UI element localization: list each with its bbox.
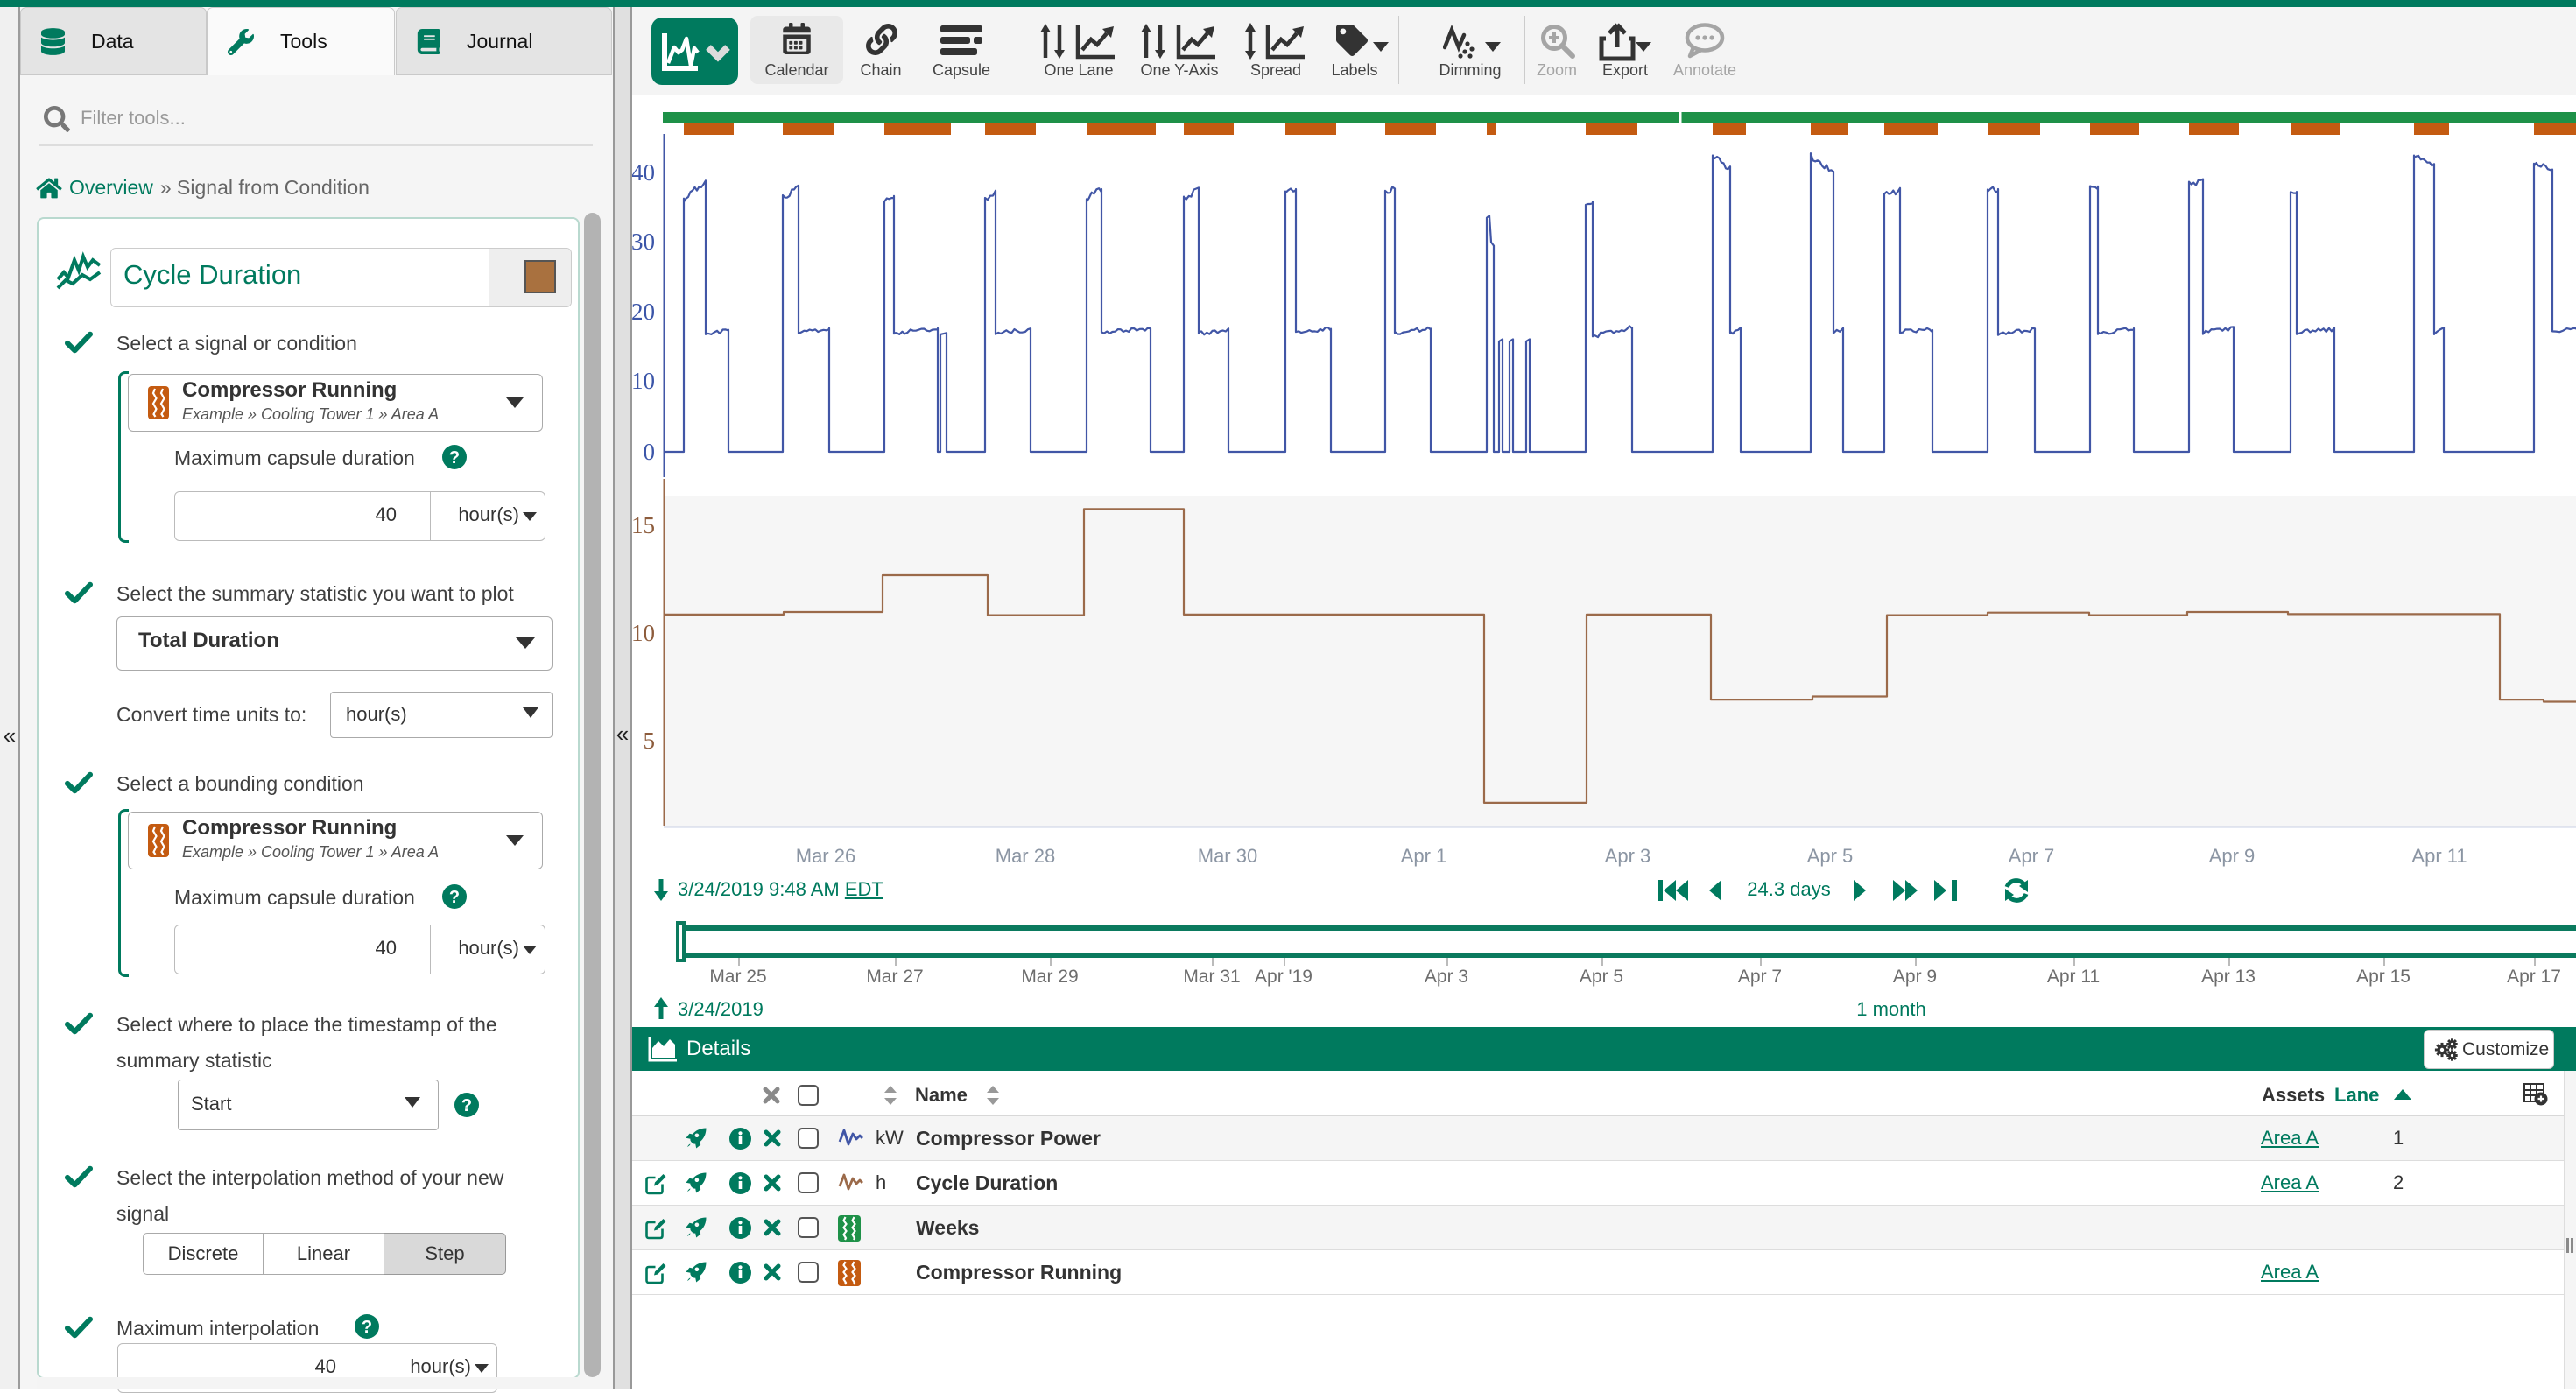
svg-text:0: 0 — [644, 439, 656, 465]
svg-text:Mar 28: Mar 28 — [996, 845, 1055, 867]
svg-text:15: 15 — [632, 512, 655, 538]
svg-text:10: 10 — [632, 368, 655, 394]
svg-text:30: 30 — [632, 229, 655, 255]
svg-text:Apr 11: Apr 11 — [2411, 845, 2467, 867]
svg-text:Apr 5: Apr 5 — [1807, 845, 1854, 867]
svg-text:Apr 3: Apr 3 — [1605, 845, 1651, 867]
svg-text:Apr 7: Apr 7 — [2009, 845, 2055, 867]
svg-text:Mar 26: Mar 26 — [796, 845, 855, 867]
svg-text:10: 10 — [632, 620, 655, 646]
svg-text:?: ? — [449, 448, 460, 468]
svg-text:Apr 1: Apr 1 — [1401, 845, 1447, 867]
svg-text:?: ? — [362, 1318, 372, 1337]
svg-text:Mar 30: Mar 30 — [1198, 845, 1257, 867]
svg-text:20: 20 — [632, 299, 655, 325]
svg-text:Apr 9: Apr 9 — [2209, 845, 2256, 867]
svg-text:?: ? — [449, 888, 460, 907]
svg-text:5: 5 — [644, 728, 656, 754]
svg-text:40: 40 — [632, 159, 655, 186]
svg-text:?: ? — [461, 1096, 472, 1115]
